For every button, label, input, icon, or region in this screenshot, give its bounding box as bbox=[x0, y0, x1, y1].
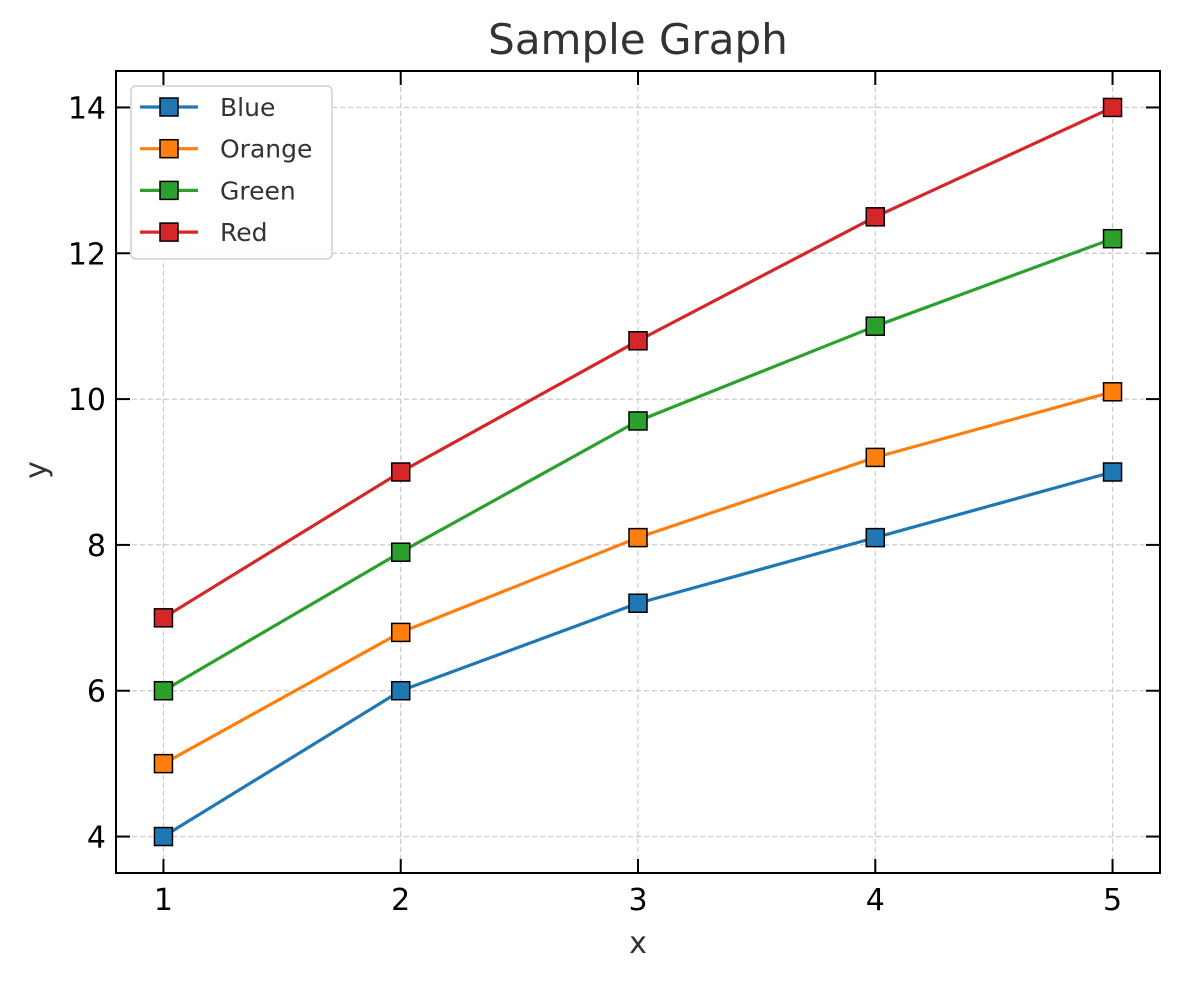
data-point-orange bbox=[1102, 382, 1123, 402]
legend-item-green: Green bbox=[140, 176, 296, 205]
series-red bbox=[153, 97, 1123, 628]
data-point-green bbox=[865, 316, 886, 336]
data-point-red bbox=[153, 608, 174, 628]
legend-marker-orange bbox=[159, 138, 179, 159]
data-point-green bbox=[153, 680, 174, 701]
legend-marker-red bbox=[159, 222, 179, 242]
data-point-green bbox=[390, 542, 411, 562]
data-point-blue bbox=[628, 593, 648, 613]
data-point-blue bbox=[390, 680, 411, 701]
legend-label-blue: Blue bbox=[220, 93, 275, 122]
data-point-orange bbox=[628, 527, 648, 548]
legend-item-red: Red bbox=[140, 218, 268, 247]
data-point-orange bbox=[865, 447, 886, 468]
x-tick-label: 3 bbox=[628, 883, 647, 918]
series-green bbox=[153, 228, 1123, 701]
data-point-red bbox=[865, 207, 886, 227]
y-axis-label: y bbox=[19, 461, 54, 479]
x-tick-label: 2 bbox=[391, 883, 410, 918]
data-point-red bbox=[628, 331, 648, 351]
y-tick-label: 8 bbox=[87, 529, 106, 564]
legend: Blue Orange Green Red bbox=[130, 85, 333, 260]
y-tick-label: 10 bbox=[68, 383, 106, 418]
x-axis-label: x bbox=[629, 926, 647, 961]
series-line-blue bbox=[162, 470, 1113, 838]
series-layer bbox=[153, 97, 1123, 847]
legend-label-red: Red bbox=[220, 218, 268, 247]
data-point-red bbox=[390, 462, 411, 482]
data-point-blue bbox=[865, 527, 886, 548]
legend-marker-blue bbox=[159, 97, 179, 117]
x-tick-label: 4 bbox=[866, 883, 885, 918]
data-point-orange bbox=[153, 753, 174, 774]
data-point-orange bbox=[390, 622, 411, 643]
series-orange bbox=[153, 382, 1123, 774]
chart-title: Sample Graph bbox=[488, 15, 788, 64]
legend-box bbox=[130, 85, 333, 260]
y-tick-label: 6 bbox=[87, 675, 106, 710]
data-point-green bbox=[628, 411, 648, 431]
legend-label-green: Green bbox=[220, 176, 296, 205]
data-point-red bbox=[1102, 97, 1123, 118]
legend-label-orange: Orange bbox=[220, 135, 312, 164]
series-blue bbox=[153, 462, 1123, 847]
y-tick-label: 4 bbox=[87, 821, 106, 856]
x-tick-label: 1 bbox=[154, 883, 173, 918]
y-tick-label: 14 bbox=[68, 91, 106, 126]
legend-item-blue: Blue bbox=[140, 93, 275, 122]
data-point-green bbox=[1102, 228, 1123, 249]
y-tick-label: 12 bbox=[68, 237, 106, 272]
x-tick-label: 5 bbox=[1103, 883, 1122, 918]
data-point-blue bbox=[1102, 462, 1123, 482]
legend-item-orange: Orange bbox=[140, 135, 312, 164]
legend-marker-green bbox=[159, 180, 179, 201]
data-point-blue bbox=[153, 826, 174, 847]
